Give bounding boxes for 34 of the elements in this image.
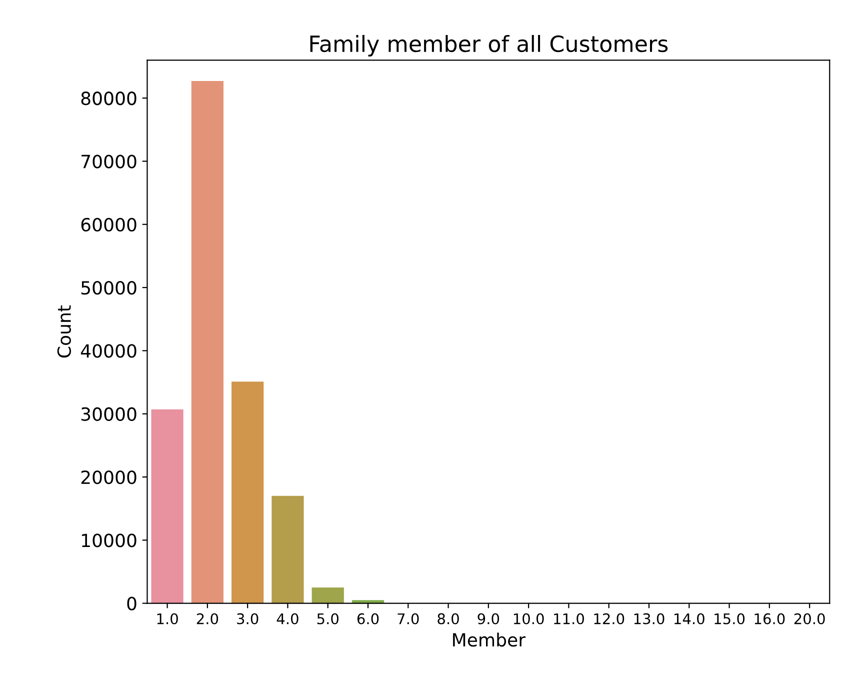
bar xyxy=(312,588,344,604)
y-tick-label: 40000 xyxy=(80,344,136,358)
x-tick-label: 14.0 xyxy=(674,613,704,624)
x-tick-label: 4.0 xyxy=(276,613,298,624)
y-tick-label: 10000 xyxy=(82,534,136,548)
y-tick-label: 50000 xyxy=(81,280,136,295)
y-axis-title: Count xyxy=(57,305,72,358)
y-tick-label: 20000 xyxy=(81,470,136,484)
x-tick-label: 1.0 xyxy=(157,613,178,624)
bar xyxy=(151,409,184,604)
y-tick-label: 80000 xyxy=(81,92,136,106)
x-tick-label: 5.0 xyxy=(317,613,338,624)
x-tick-label: 9.0 xyxy=(478,613,500,624)
bar xyxy=(272,496,304,604)
x-tick-label: 3.0 xyxy=(237,613,258,624)
x-tick-label: 13.0 xyxy=(634,613,664,624)
y-tick-label: 70000 xyxy=(82,154,136,168)
x-tick-label: 16.0 xyxy=(754,613,785,624)
x-tick-label: 20.0 xyxy=(794,613,825,624)
x-tick-label: 6.0 xyxy=(357,613,379,624)
y-tick-label: 60000 xyxy=(81,218,136,232)
bar xyxy=(191,81,224,604)
x-axis-title: Member xyxy=(453,632,526,647)
x-tick-label: 7.0 xyxy=(398,613,419,624)
y-tick-label: 30000 xyxy=(81,407,136,421)
x-tick-label: 10.0 xyxy=(514,613,544,624)
y-tick-label: 0 xyxy=(127,596,136,610)
x-tick-label: 15.0 xyxy=(714,613,745,624)
x-tick-label: 11.0 xyxy=(554,613,584,624)
x-tick-label: 8.0 xyxy=(438,613,459,624)
chart-title: Family member of all Customers xyxy=(310,34,668,56)
x-tick-label: 12.0 xyxy=(594,613,624,624)
bar xyxy=(232,382,264,604)
x-tick-label: 2.0 xyxy=(196,613,218,624)
